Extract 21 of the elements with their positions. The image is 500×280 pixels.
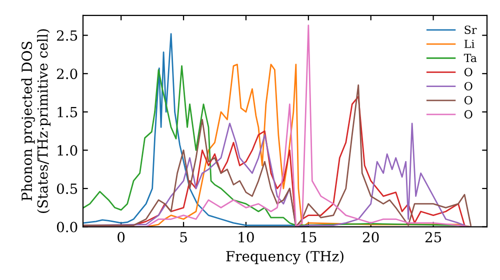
y-tick-label: 0.5 (56, 183, 78, 194)
legend-label: O (464, 96, 472, 104)
legend-label: O (464, 82, 472, 90)
x-tick-label: 25 (425, 232, 442, 242)
y-tick-label: 2.0 (56, 68, 78, 80)
legend-label: Li (464, 40, 474, 48)
x-tick-label: 15 (301, 232, 316, 242)
y-tick-label: 2.5 (56, 30, 78, 41)
x-tick-label: 20 (362, 232, 379, 242)
x-axis-title: Frequency (THz) (226, 250, 344, 264)
legend-label: Sr (464, 26, 477, 34)
y-tick-label: 1.0 (58, 145, 78, 156)
x-tick-label: 10 (238, 232, 254, 242)
y-tick-label: 0.0 (56, 222, 78, 232)
x-tick-label: 5 (180, 232, 187, 242)
legend-label: O (464, 110, 472, 119)
legend-label: Ta (464, 54, 477, 62)
y-axis-title: Phonon projected DOS (States/THz·primitive cell) (21, 29, 50, 213)
y-tick-label: 1.5 (58, 106, 78, 118)
legend-label: O (464, 68, 472, 76)
x-tick-label: 0 (118, 232, 125, 242)
